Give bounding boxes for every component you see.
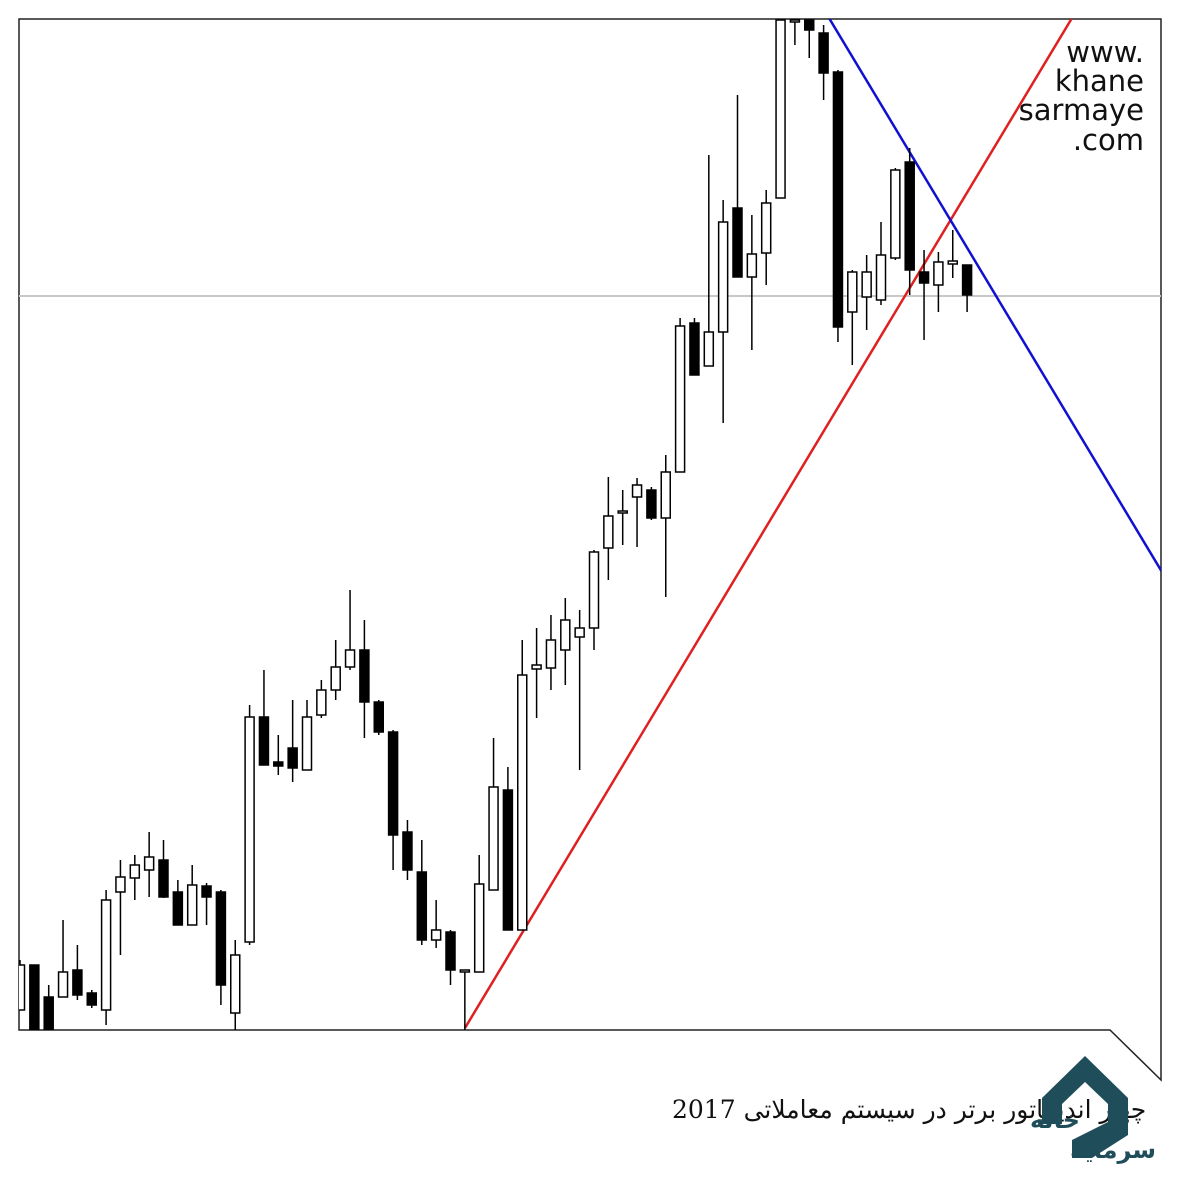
candle-body <box>574 627 585 638</box>
candle-body <box>359 649 370 703</box>
caption: چهار اندیکاتور برتر در سیستم معاملاتی 20… <box>672 1095 1146 1125</box>
candle-body <box>789 19 801 23</box>
candle-body <box>301 716 313 771</box>
candle-body <box>646 489 657 519</box>
candle-body <box>775 19 786 199</box>
candle-body <box>387 731 399 836</box>
candle-body <box>703 331 715 367</box>
candle-body <box>933 261 944 286</box>
candle-body <box>473 883 485 973</box>
watermark-line: .com <box>1073 123 1144 157</box>
candle-body <box>689 322 700 376</box>
candle-body <box>273 761 284 767</box>
candle-body <box>531 664 542 670</box>
candle-body <box>43 996 54 1030</box>
candle-body <box>459 969 471 973</box>
support-trendline <box>463 19 1073 1029</box>
candle-body <box>445 931 456 971</box>
logo-mark <box>1042 1056 1128 1158</box>
watermark-line: sarmaye <box>1019 93 1144 127</box>
candle-body <box>804 19 815 31</box>
watermark-line: khane <box>1055 64 1144 98</box>
candle-body <box>904 161 915 271</box>
candle-body <box>746 253 758 278</box>
candle-body <box>258 716 270 766</box>
watermark-line: www. <box>1066 35 1144 69</box>
candle-body <box>186 884 198 926</box>
candle-body <box>100 899 112 1011</box>
candle-body <box>416 871 428 941</box>
candle-body <box>875 254 887 301</box>
candle-body <box>588 551 600 629</box>
candle-body <box>832 71 844 328</box>
candle-body <box>373 701 384 733</box>
watermark: www. khane sarmaye .com <box>1019 35 1144 157</box>
candle-body <box>115 876 126 893</box>
candle-body <box>603 515 614 549</box>
candle-body <box>961 264 973 296</box>
resistance-trendline <box>828 19 1161 573</box>
candle-body <box>517 674 528 931</box>
candle-body <box>890 169 901 259</box>
candle-body <box>57 971 69 998</box>
candle-body <box>19 964 26 1011</box>
candle-body <box>29 964 40 1030</box>
candle-body <box>430 929 442 941</box>
candle-body <box>201 885 212 898</box>
candle-body <box>617 510 628 514</box>
candle-body <box>215 891 227 986</box>
candle-body <box>244 716 255 943</box>
candle-body <box>861 271 872 298</box>
candle-body <box>330 666 341 691</box>
candle-body <box>172 891 184 926</box>
candle-body <box>732 207 743 278</box>
candle-body <box>402 831 413 871</box>
candle-body <box>918 271 930 284</box>
candle-body <box>947 260 958 265</box>
candle-body <box>158 859 169 898</box>
candle-body <box>560 619 571 651</box>
candle-body <box>344 649 356 668</box>
candle-body <box>86 992 97 1006</box>
candle-body <box>287 747 298 769</box>
candle-body <box>230 954 241 1014</box>
logo: خانه سرمایه <box>1030 1056 1156 1164</box>
candle-body <box>760 202 772 254</box>
candle-body <box>847 271 858 313</box>
candle-body <box>674 325 686 473</box>
logo-text: سرمایه <box>1070 1136 1156 1164</box>
candle-body <box>72 969 83 996</box>
candle-body <box>660 471 671 519</box>
plot-area <box>19 19 1161 1030</box>
candle-body <box>631 484 643 498</box>
candle-body <box>818 32 829 74</box>
candle-body <box>717 221 729 333</box>
candle-body <box>488 786 499 891</box>
candle-body <box>129 864 141 879</box>
candle-body <box>502 789 514 931</box>
candle-body <box>545 639 557 669</box>
logo-text: خانه <box>1030 1106 1080 1134</box>
candle-body <box>143 856 155 871</box>
chart-frame <box>18 18 1162 1082</box>
candle-body <box>316 689 327 716</box>
